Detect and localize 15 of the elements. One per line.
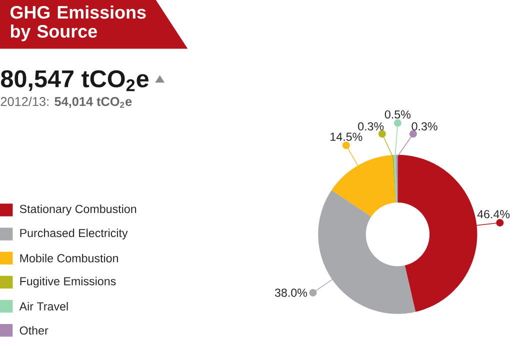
legend-label: Purchased Electricity: [20, 228, 128, 240]
legend-label: Air Travel: [19, 302, 68, 311]
data-label: 0.3%: [358, 122, 384, 131]
legend-label: Other: [20, 326, 48, 335]
legend-label: Stationary Combustion: [20, 204, 136, 216]
text: 2012/13: 54,014 tCO$_{2}$e: [0, 96, 132, 108]
data-label: 46.4%: [477, 210, 510, 218]
chart-title: GHG Emissions by Source: [10, 6, 146, 42]
data-label: 0.5%: [384, 110, 410, 119]
legend-label: Mobile Combustion: [20, 254, 118, 263]
legend-label: Fugitive Emissions: [20, 276, 116, 288]
data-label: 0.3%: [412, 122, 438, 131]
data-label: 38.0%: [274, 288, 308, 297]
text: 80,547 tCO$_{2}$e: [0, 70, 149, 92]
data-label: 14.5%: [330, 132, 362, 142]
